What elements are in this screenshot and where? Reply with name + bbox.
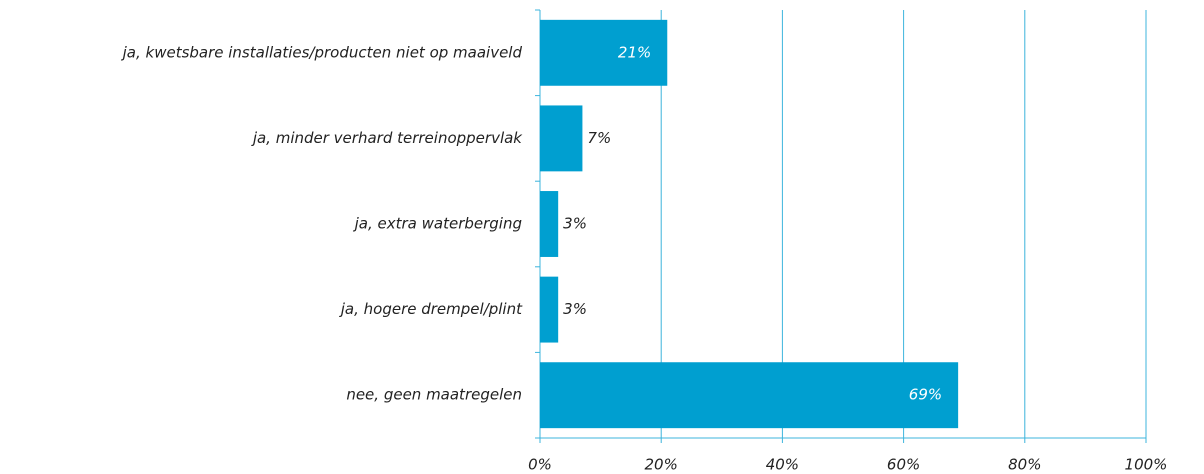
bar xyxy=(540,362,959,429)
value-label: 69% xyxy=(909,386,942,404)
y-tick-label: ja, minder verhard terreinoppervlak xyxy=(251,129,523,147)
x-tick-label: 20% xyxy=(645,456,678,474)
value-label: 3% xyxy=(563,300,587,318)
bar xyxy=(540,105,583,172)
value-label: 3% xyxy=(563,215,587,233)
y-tick-label: ja, hogere drempel/plint xyxy=(339,300,523,318)
x-tick-label: 0% xyxy=(528,456,552,474)
y-tick-label: nee, geen maatregelen xyxy=(346,386,522,404)
x-tick-label: 100% xyxy=(1125,456,1168,474)
y-tick-label: ja, extra waterberging xyxy=(353,215,522,233)
y-tick-label: ja, kwetsbare installaties/producten nie… xyxy=(121,43,523,61)
value-label: 21% xyxy=(618,43,651,61)
bar xyxy=(540,191,559,257)
bar xyxy=(540,19,668,86)
value-label: 7% xyxy=(587,129,611,147)
x-tick-label: 80% xyxy=(1008,456,1041,474)
x-tick-label: 40% xyxy=(766,456,799,474)
x-tick-label: 60% xyxy=(887,456,920,474)
bar xyxy=(540,276,559,343)
